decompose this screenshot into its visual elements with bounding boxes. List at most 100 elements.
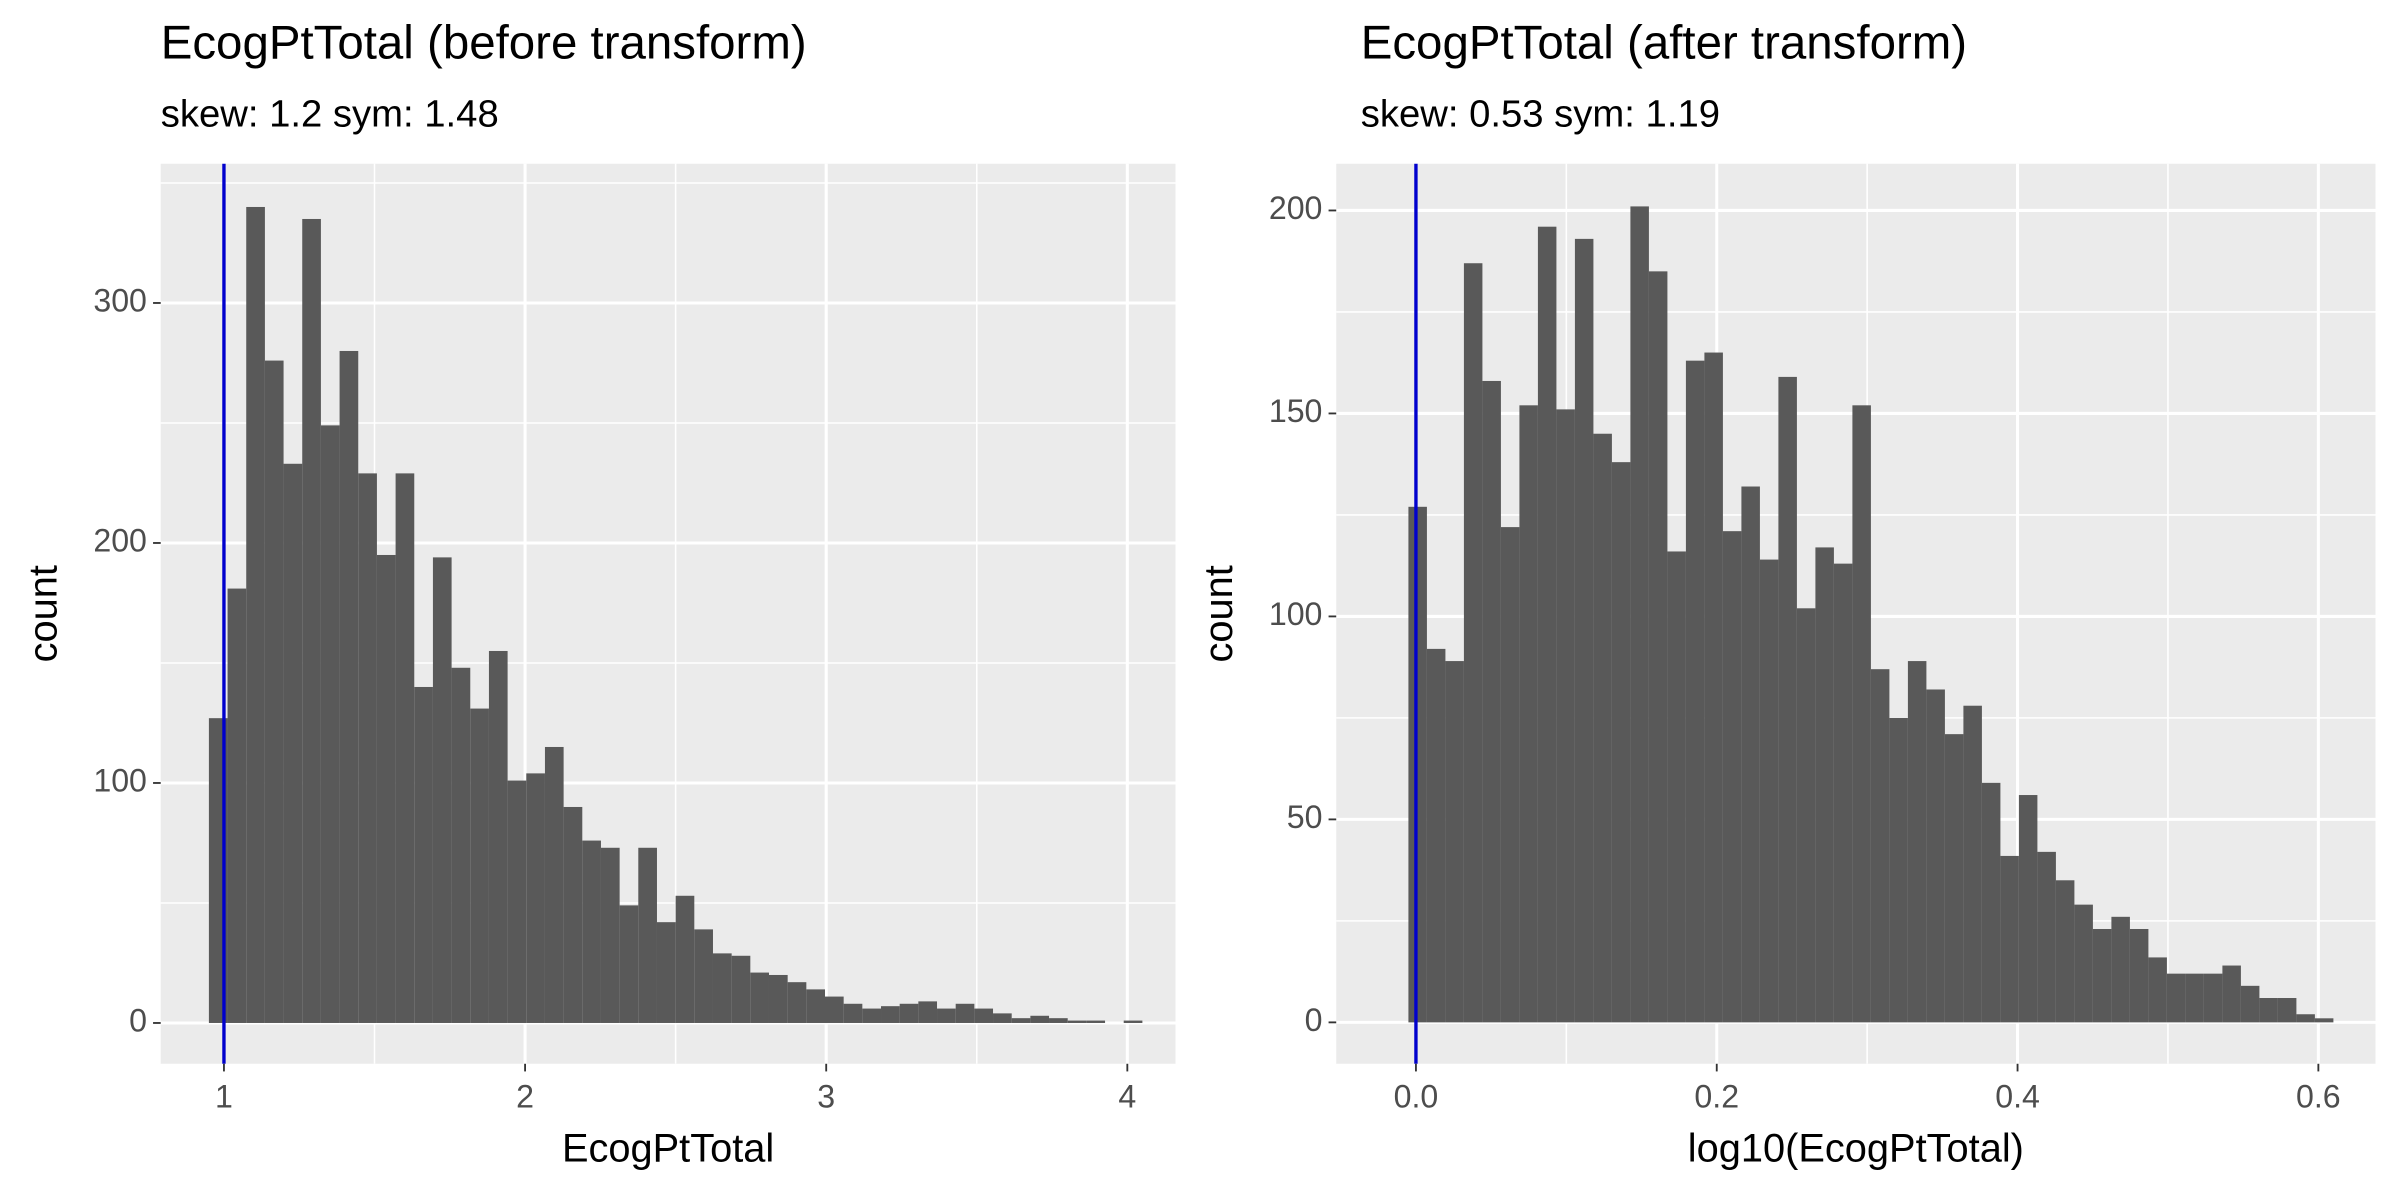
histogram-bar bbox=[656, 922, 676, 1023]
histogram-bar bbox=[2037, 851, 2056, 1023]
panel-group: EcogPtTotal (before transform) skew: 1.2 … bbox=[21, 16, 1176, 1171]
histogram-bar bbox=[1648, 271, 1668, 1023]
y-tick-label: 100 bbox=[1269, 596, 1323, 632]
histogram-bar bbox=[1123, 1020, 1143, 1023]
x-tick-label: 1 bbox=[215, 1078, 233, 1114]
histogram-bar bbox=[2166, 973, 2186, 1023]
histogram-bar bbox=[1741, 486, 1760, 1023]
chart-title: EcogPtTotal (after transform) bbox=[1361, 16, 1967, 69]
histogram-bar bbox=[750, 972, 769, 1023]
histogram-bar bbox=[2055, 880, 2075, 1023]
histogram-bar bbox=[582, 840, 601, 1023]
histogram-bar bbox=[806, 989, 825, 1023]
histogram-bar bbox=[1926, 689, 1945, 1023]
histogram-bar bbox=[1519, 405, 1538, 1023]
histogram-bar bbox=[1445, 661, 1464, 1023]
histogram-bar bbox=[1593, 433, 1612, 1023]
histogram-bar bbox=[302, 218, 321, 1023]
histogram-bar bbox=[1049, 1018, 1068, 1023]
histogram-bar bbox=[1685, 360, 1705, 1023]
histogram-bar bbox=[1408, 506, 1427, 1023]
histogram-bar bbox=[2259, 998, 2278, 1023]
x-tick-label: 0.4 bbox=[1995, 1078, 2040, 1114]
histogram-bar bbox=[2222, 965, 2241, 1023]
x-tick-label: 0.6 bbox=[2296, 1078, 2341, 1114]
histogram-bar bbox=[1963, 705, 1982, 1023]
histogram-bar bbox=[694, 929, 713, 1023]
histogram-bar bbox=[1833, 563, 1853, 1023]
histogram-bar bbox=[1556, 409, 1575, 1023]
histogram-bar bbox=[918, 1001, 938, 1023]
histogram-bar bbox=[1630, 206, 1649, 1023]
histogram-bar bbox=[1796, 608, 1816, 1023]
histogram-bar bbox=[1815, 547, 1834, 1023]
chart-subtitle: skew: 0.53 sym: 1.19 bbox=[1361, 92, 1720, 135]
y-axis-title: count bbox=[1197, 565, 1241, 662]
histogram-bar bbox=[843, 1003, 863, 1023]
histogram-bar bbox=[1500, 527, 1520, 1023]
histogram-bar bbox=[974, 1008, 994, 1023]
histogram-bar bbox=[787, 982, 807, 1023]
y-tick-label: 0 bbox=[129, 1002, 147, 1038]
histogram-bar bbox=[2111, 916, 2130, 1023]
x-tick-label: 4 bbox=[1118, 1078, 1136, 1114]
histogram-bar bbox=[993, 1013, 1012, 1023]
x-tick-label: 3 bbox=[817, 1078, 835, 1114]
histogram-bar bbox=[1537, 226, 1557, 1023]
histogram-bar bbox=[1667, 551, 1686, 1023]
histogram-bar bbox=[339, 350, 359, 1023]
histogram-bar bbox=[376, 554, 396, 1023]
histogram-bar bbox=[2203, 973, 2223, 1023]
histogram-bar bbox=[1574, 238, 1594, 1023]
histogram-bar bbox=[2018, 795, 2038, 1023]
histogram-bar bbox=[1030, 1015, 1050, 1023]
histogram-bar bbox=[1889, 717, 1908, 1023]
x-axis-title: EcogPtTotal bbox=[562, 1127, 774, 1171]
histogram-bar bbox=[1722, 531, 1742, 1023]
histogram-bar bbox=[432, 557, 452, 1023]
histogram-bar bbox=[1759, 559, 1779, 1023]
histogram-bar bbox=[768, 974, 788, 1023]
histogram-bar bbox=[2074, 904, 2093, 1023]
histogram-bar bbox=[862, 1008, 882, 1023]
histogram-bar bbox=[451, 667, 471, 1023]
y-tick-label: 200 bbox=[1269, 190, 1323, 226]
histogram-bar bbox=[1611, 462, 1631, 1023]
histogram-bar bbox=[638, 847, 657, 1023]
histogram-bar bbox=[1944, 734, 1964, 1023]
histogram-bar bbox=[414, 686, 433, 1023]
panel-group: EcogPtTotal (after transform) skew: 0.53 … bbox=[1197, 16, 2376, 1171]
histogram-bar bbox=[1907, 661, 1927, 1023]
y-tick-label: 50 bbox=[1287, 799, 1323, 835]
histogram-bar bbox=[675, 895, 695, 1023]
x-tick-label: 0.2 bbox=[1694, 1078, 1739, 1114]
histogram-bar bbox=[955, 1003, 975, 1023]
y-tick-label: 0 bbox=[1305, 1002, 1323, 1038]
histogram-bar bbox=[937, 1008, 956, 1023]
histogram-bar bbox=[1011, 1018, 1031, 1023]
histogram-bar bbox=[2000, 855, 2019, 1023]
histogram-bar bbox=[488, 650, 508, 1023]
histogram-bar bbox=[246, 206, 265, 1023]
chart-title: EcogPtTotal (before transform) bbox=[161, 16, 807, 69]
histogram-bar bbox=[526, 773, 545, 1023]
histogram-bar bbox=[1981, 782, 2001, 1023]
histogram-bar bbox=[824, 996, 844, 1023]
histogram-bar bbox=[507, 780, 527, 1023]
histogram-bar bbox=[320, 425, 340, 1023]
chart-subtitle: skew: 1.2 sym: 1.48 bbox=[161, 92, 499, 135]
histogram-bar bbox=[563, 806, 583, 1023]
histogram-bar bbox=[1067, 1020, 1087, 1023]
histogram-bar bbox=[1426, 648, 1446, 1023]
histogram-bar bbox=[600, 847, 620, 1023]
histogram-bar bbox=[1852, 405, 1871, 1023]
histogram-bar bbox=[544, 746, 564, 1023]
y-tick-label: 150 bbox=[1269, 393, 1323, 429]
y-axis-title: count bbox=[21, 565, 65, 662]
histogram-bar bbox=[731, 955, 751, 1023]
x-axis-title: log10(EcogPtTotal) bbox=[1688, 1127, 2024, 1171]
histogram-bar bbox=[2148, 957, 2167, 1023]
histogram-bar bbox=[2277, 998, 2297, 1023]
histogram-bar bbox=[1778, 376, 1797, 1023]
